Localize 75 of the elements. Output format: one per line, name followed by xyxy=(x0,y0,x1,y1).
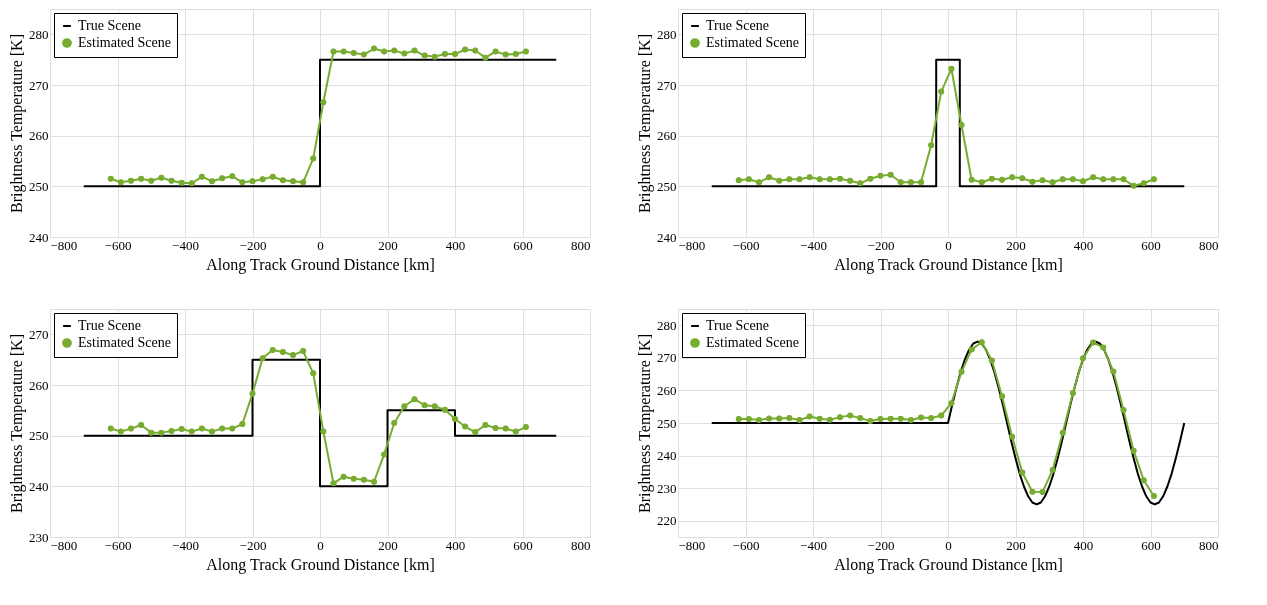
legend-label: True Scene xyxy=(78,318,141,333)
x-tick-label: 600 xyxy=(1141,237,1161,253)
y-tick-label: 250 xyxy=(29,178,49,194)
y-tick-label: 230 xyxy=(657,480,677,496)
x-tick-label: 400 xyxy=(445,537,466,553)
y-tick-label: 270 xyxy=(657,350,677,366)
legend-label: True Scene xyxy=(706,18,769,33)
legend-label: Estimated Scene xyxy=(78,35,171,50)
legend-label: Estimated Scene xyxy=(706,335,799,350)
legend-label: True Scene xyxy=(78,18,141,33)
x-tick-label: −200 xyxy=(239,537,267,553)
y-tick-label: 240 xyxy=(29,478,49,494)
x-tick-label: −600 xyxy=(104,237,132,253)
y-tick-label: 260 xyxy=(657,382,677,398)
x-tick-label: 0 xyxy=(317,237,324,253)
y-tick-label: 250 xyxy=(657,178,677,194)
x-axis-title: Along Track Ground Distance [km] xyxy=(834,255,1063,274)
y-tick-label: 260 xyxy=(657,128,677,144)
x-tick-label: 600 xyxy=(513,237,533,253)
y-tick-label: 250 xyxy=(657,415,677,431)
legend-label: Estimated Scene xyxy=(706,35,799,50)
x-tick-label: 200 xyxy=(378,237,398,253)
x-tick-label: −600 xyxy=(104,537,132,553)
legend-label: Estimated Scene xyxy=(78,335,171,350)
y-tick-label: 260 xyxy=(29,128,49,144)
y-tick-label: 220 xyxy=(657,513,677,529)
x-tick-label: 400 xyxy=(445,237,466,253)
y-tick-label: 240 xyxy=(657,448,677,464)
x-tick-label: 800 xyxy=(571,237,591,253)
x-tick-label: 400 xyxy=(1073,537,1094,553)
x-tick-label: −400 xyxy=(172,537,199,553)
x-tick-label: −800 xyxy=(678,237,706,253)
x-tick-label: 200 xyxy=(1006,537,1026,553)
x-tick-label: −400 xyxy=(172,237,199,253)
y-axis-title: Brightness Temperature [K] xyxy=(636,334,654,513)
y-tick-label: 250 xyxy=(29,428,49,444)
x-tick-label: 600 xyxy=(513,537,533,553)
x-tick-label: −800 xyxy=(50,237,78,253)
y-tick-label: 280 xyxy=(657,26,677,42)
x-tick-label: −400 xyxy=(800,237,827,253)
x-tick-label: −200 xyxy=(867,537,895,553)
x-tick-label: −600 xyxy=(732,537,760,553)
y-tick-label: 270 xyxy=(29,326,49,342)
x-axis-title: Along Track Ground Distance [km] xyxy=(206,555,435,574)
legend-label: True Scene xyxy=(706,318,769,333)
x-tick-label: 0 xyxy=(945,237,952,253)
y-axis-title: Brightness Temperature [K] xyxy=(8,334,26,513)
y-tick-label: 270 xyxy=(29,77,49,93)
x-tick-label: 600 xyxy=(1141,537,1161,553)
x-tick-label: −800 xyxy=(50,537,78,553)
x-tick-label: 0 xyxy=(945,537,952,553)
x-tick-label: 200 xyxy=(378,537,398,553)
line-series xyxy=(82,358,558,488)
y-tick-label: 280 xyxy=(29,26,49,42)
y-axis-title: Brightness Temperature [K] xyxy=(8,34,26,213)
y-tick-label: 240 xyxy=(29,229,49,245)
y-tick-label: 280 xyxy=(657,317,677,333)
x-tick-label: 400 xyxy=(1073,237,1094,253)
y-tick-label: 240 xyxy=(657,229,677,245)
x-axis-title: Along Track Ground Distance [km] xyxy=(206,255,435,274)
x-tick-label: 800 xyxy=(1199,537,1219,553)
x-tick-label: 800 xyxy=(571,537,591,553)
y-tick-label: 270 xyxy=(657,77,677,93)
y-tick-label: 260 xyxy=(29,377,49,393)
x-tick-label: 800 xyxy=(1199,237,1219,253)
x-tick-label: −400 xyxy=(800,537,827,553)
x-tick-label: −200 xyxy=(239,237,267,253)
y-axis-title: Brightness Temperature [K] xyxy=(636,34,654,213)
x-tick-label: −600 xyxy=(732,237,760,253)
x-axis-title: Along Track Ground Distance [km] xyxy=(834,555,1063,574)
x-tick-label: −800 xyxy=(678,537,706,553)
x-tick-label: −200 xyxy=(867,237,895,253)
y-tick-label: 230 xyxy=(29,529,49,545)
x-tick-label: 200 xyxy=(1006,237,1026,253)
x-tick-label: 0 xyxy=(317,537,324,553)
